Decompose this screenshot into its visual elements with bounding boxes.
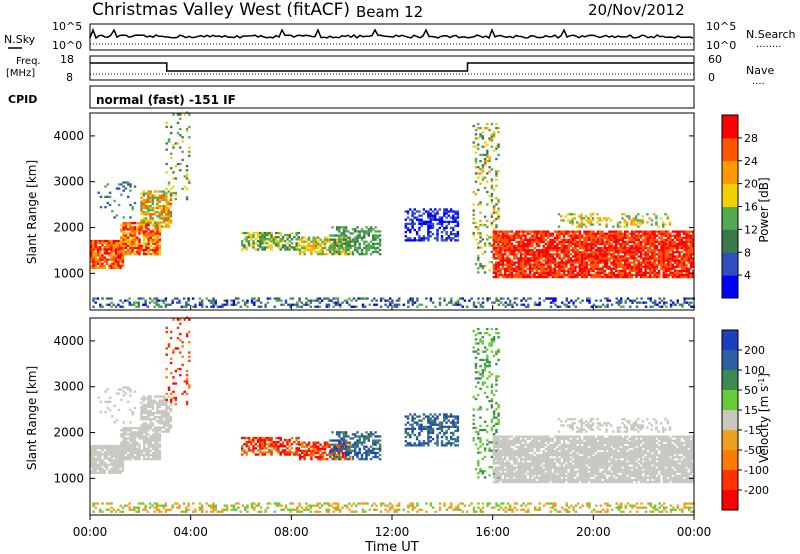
nave-style: ....	[752, 76, 765, 87]
colorbar-tick-label: 15	[744, 404, 758, 417]
colorbar-swatch	[722, 330, 738, 351]
colorbar-tick-label: 28	[744, 132, 758, 145]
colorbar-tick-label: 50	[744, 384, 758, 397]
colorbar-tick-label: 4	[744, 269, 751, 282]
colorbar-tick-label: 16	[744, 201, 758, 214]
nsearch-tick-top: 10^5	[706, 20, 736, 33]
freq-strip	[89, 55, 695, 81]
freq-trace	[90, 62, 694, 72]
x-tick-label: 00:00	[73, 525, 108, 539]
nsky-strip	[89, 23, 695, 51]
colorbar-swatch	[722, 137, 738, 162]
colorbar-swatch	[722, 370, 738, 391]
nsky-trace	[89, 27, 694, 40]
x-tick-label: 04:00	[173, 525, 208, 539]
velocity-ylabel: Slant Range [km]	[25, 366, 39, 470]
colorbar-tick-label: -200	[744, 484, 769, 497]
colorbar-tick-label: 8	[744, 246, 751, 259]
velocity-colorbar: 200 100 50 15 -15 -50 -100 -200	[721, 329, 769, 511]
station-title: Christmas Valley West (fitACF)	[92, 0, 350, 20]
y-tick-label: 1000	[53, 266, 84, 280]
y-tick-label: 1000	[53, 471, 84, 485]
colorbar-swatch	[722, 183, 738, 207]
colorbar-tick-label: -100	[744, 464, 769, 477]
power-colorbar-label: Power [dB]	[757, 177, 771, 242]
colorbar-swatch	[722, 470, 738, 491]
y-tick-label: 3000	[53, 380, 84, 394]
nsearch-tick-bottom: 10^0	[706, 39, 736, 52]
velocity-colorbar-label: Velocity [m s-1]	[757, 373, 772, 463]
x-tick-label: 16:00	[475, 525, 510, 539]
colorbar-swatch	[722, 160, 738, 185]
nave-tick-top: 60	[708, 53, 722, 66]
x-tick-label: 20:00	[576, 525, 611, 539]
x-tick-label: 08:00	[274, 525, 309, 539]
colorbar-tick-label: 24	[744, 155, 758, 168]
power-panel	[89, 111, 695, 311]
colorbar-swatch	[722, 275, 738, 299]
beam-label: Beam 12	[356, 3, 423, 21]
colorbar-tick-label: 200	[744, 344, 765, 357]
colorbar-swatch	[722, 430, 738, 451]
power-colorbar: 4 8 12 16 20 24 28	[721, 114, 758, 299]
colorbar-swatch	[722, 206, 738, 230]
x-axis-ticks: 00:00 04:00 08:00 12:00 16:00 20:00 00:00	[73, 305, 712, 539]
colorbar-swatch	[722, 390, 738, 411]
freq-label: Freq.	[16, 56, 41, 67]
nsearch-style: ........	[756, 39, 781, 50]
colorbar-swatch	[722, 410, 738, 431]
power-ylabel: Slant Range [km]	[25, 160, 39, 264]
y-tick-label: 3000	[53, 175, 84, 189]
nsearch-label: N.Search	[746, 28, 796, 41]
nsky-tick-bottom: 10^0	[52, 39, 82, 52]
nsky-tick-top: 10^5	[52, 20, 82, 33]
colorbar-swatch	[722, 229, 738, 253]
x-tick-label: 12:00	[375, 525, 410, 539]
x-axis-label: Time UT	[364, 540, 418, 554]
power-yticks: 1000 2000 3000 4000	[53, 129, 694, 280]
y-tick-label: 2000	[53, 221, 84, 235]
velocity-panel	[89, 316, 695, 516]
nave-label: Nave	[746, 64, 774, 77]
colorbar-tick-label: 100	[744, 364, 765, 377]
velocity-yticks: 1000 2000 3000 4000	[53, 334, 694, 485]
freq-tick-bottom: 8	[66, 71, 73, 84]
colorbar-swatch	[722, 115, 738, 139]
freq-unit-label: [MHz]	[6, 68, 35, 79]
colorbar-tick-label: 20	[744, 178, 758, 191]
cpid-strip	[89, 85, 695, 109]
colorbar-tick-label: -15	[744, 424, 762, 437]
y-tick-label: 4000	[53, 129, 84, 143]
colorbar-swatch	[722, 350, 738, 371]
x-tick-label: 00:00	[677, 525, 712, 539]
cpid-mode: normal (fast) -151 IF	[96, 93, 236, 107]
colorbar-swatch	[722, 450, 738, 471]
power-heatmap	[90, 111, 695, 308]
cpid-label: CPID	[8, 93, 37, 106]
nsky-label: N.Sky	[4, 33, 36, 46]
nave-tick-bottom: 0	[708, 71, 715, 84]
velocity-heatmap	[90, 316, 695, 513]
date-label: 20/Nov/2012	[588, 1, 685, 19]
colorbar-tick-label: 12	[744, 223, 758, 236]
y-tick-label: 2000	[53, 426, 84, 440]
colorbar-swatch	[722, 252, 738, 276]
y-tick-label: 4000	[53, 334, 84, 348]
colorbar-swatch	[722, 490, 738, 511]
freq-tick-top: 18	[60, 53, 74, 66]
colorbar-tick-label: -50	[744, 444, 762, 457]
